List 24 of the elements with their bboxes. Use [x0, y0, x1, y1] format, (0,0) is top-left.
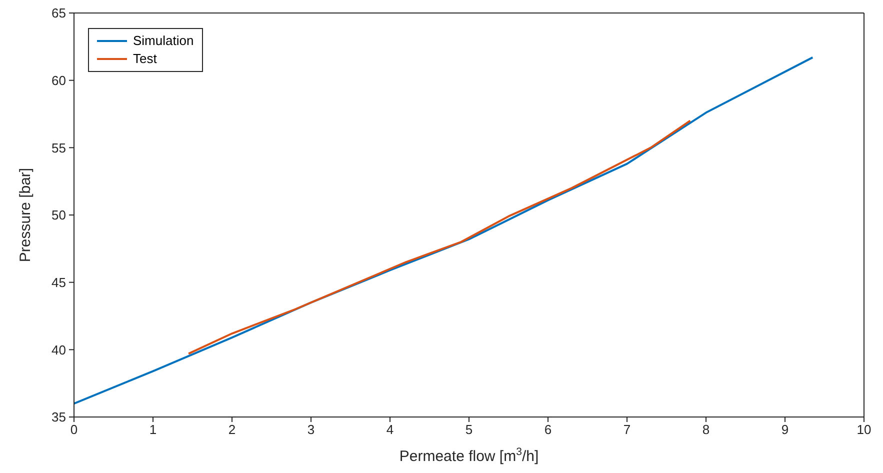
line-series [188, 120, 692, 355]
y-axis-title: Pressure [bar] [17, 168, 34, 262]
y-tick-label: 45 [52, 274, 66, 290]
y-tick-label: 60 [52, 72, 66, 88]
y-tick-label: 55 [52, 140, 66, 156]
x-tick-label: 4 [386, 422, 394, 438]
y-tick-label: 65 [52, 6, 66, 21]
y-tick-label: 40 [52, 342, 66, 358]
x-axis-title: Permeate flow [m$^{3}$/h] [399, 446, 539, 465]
x-tick-label: 3 [307, 422, 315, 438]
x-tick-label: 9 [781, 422, 789, 438]
x-tick-label: 0 [70, 422, 78, 438]
x-tick-label: 2 [228, 422, 236, 438]
legend-label: Simulation [133, 32, 194, 50]
x-tick-label: 10 [856, 422, 872, 438]
y-tick-label: 50 [52, 208, 66, 223]
legend-label: Test [133, 50, 157, 68]
x-tick-label: 6 [544, 422, 552, 438]
x-tick-label: 1 [149, 422, 157, 438]
y-tick-label: 35 [52, 410, 66, 425]
x-tick-label: 7 [623, 422, 631, 438]
x-tick-label: 5 [465, 422, 473, 438]
line-series [74, 56, 814, 405]
x-tick-label: 8 [702, 422, 710, 438]
